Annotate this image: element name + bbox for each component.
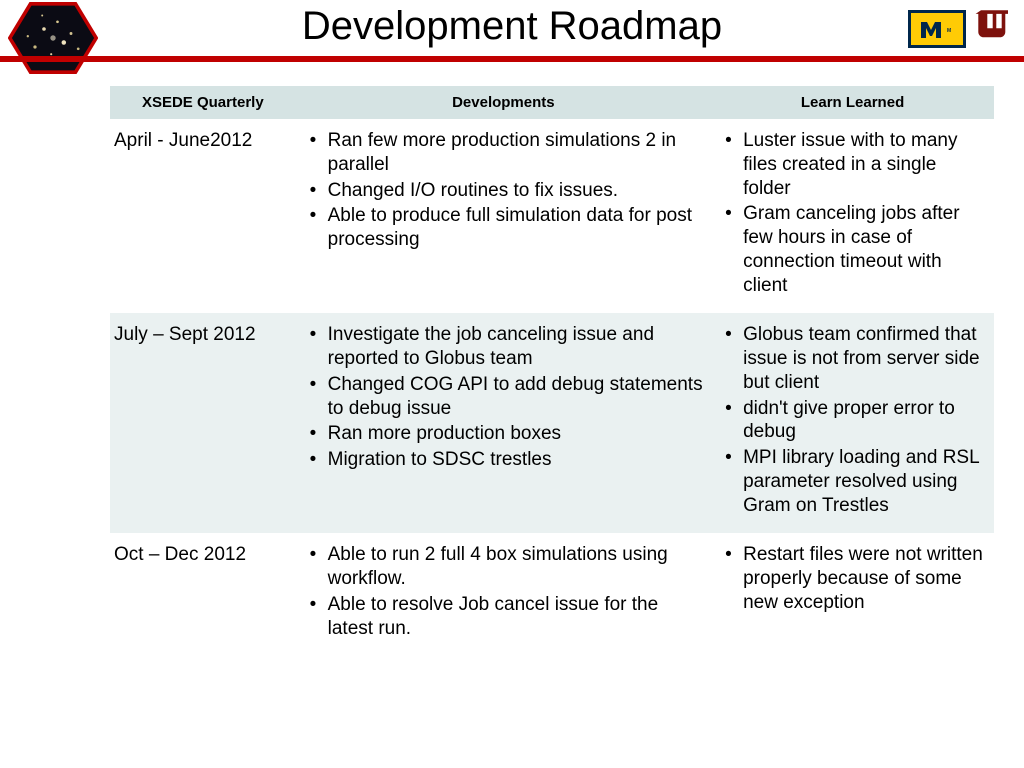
list-item: Able to produce full simulation data for…: [328, 204, 703, 252]
list-item: Changed I/O routines to fix issues.: [328, 179, 703, 203]
list-item: Able to run 2 full 4 box simulations usi…: [328, 543, 703, 591]
list-item: Globus team confirmed that issue is not …: [743, 323, 986, 394]
svg-text:M: M: [947, 28, 951, 34]
list-item: Ran more production boxes: [328, 422, 703, 446]
developments-cell: Investigate the job canceling issue and …: [296, 313, 711, 533]
learned-cell: Restart files were not written properly …: [711, 533, 994, 656]
quarter-cell: Oct – Dec 2012: [110, 533, 296, 656]
roadmap-table-wrap: XSEDE Quarterly Developments Learn Learn…: [110, 86, 994, 768]
page-title: Development Roadmap: [0, 4, 1024, 49]
developments-cell: Able to run 2 full 4 box simulations usi…: [296, 533, 711, 656]
list-item: Investigate the job canceling issue and …: [328, 323, 703, 371]
roadmap-table: XSEDE Quarterly Developments Learn Learn…: [110, 86, 994, 656]
list-item: Changed COG API to add debug statements …: [328, 373, 703, 421]
list-item: MPI library loading and RSL parameter re…: [743, 446, 986, 517]
iu-logo: [972, 4, 1014, 53]
michigan-logo: M: [908, 10, 966, 48]
table-row: April - June2012 Ran few more production …: [110, 119, 994, 313]
learned-cell: Globus team confirmed that issue is not …: [711, 313, 994, 533]
list-item: Luster issue with to many files created …: [743, 129, 986, 200]
col-header-developments: Developments: [296, 86, 711, 119]
learned-cell: Luster issue with to many files created …: [711, 119, 994, 313]
list-item: Ran few more production simulations 2 in…: [328, 129, 703, 177]
quarter-cell: July – Sept 2012: [110, 313, 296, 533]
col-header-quarterly: XSEDE Quarterly: [110, 86, 296, 119]
header: Development Roadmap M: [0, 0, 1024, 78]
logo-group: M: [908, 4, 1014, 53]
list-item: Migration to SDSC trestles: [328, 448, 703, 472]
quarter-cell: April - June2012: [110, 119, 296, 313]
table-body: April - June2012 Ran few more production …: [110, 119, 994, 656]
list-item: Restart files were not written properly …: [743, 543, 986, 614]
list-item: Able to resolve Job cancel issue for the…: [328, 593, 703, 641]
col-header-learned: Learn Learned: [711, 86, 994, 119]
list-item: didn't give proper error to debug: [743, 397, 986, 445]
list-item: Gram canceling jobs after few hours in c…: [743, 202, 986, 297]
developments-cell: Ran few more production simulations 2 in…: [296, 119, 711, 313]
table-row: Oct – Dec 2012 Able to run 2 full 4 box s…: [110, 533, 994, 656]
table-row: July – Sept 2012 Investigate the job canc…: [110, 313, 994, 533]
header-divider: [0, 56, 1024, 62]
